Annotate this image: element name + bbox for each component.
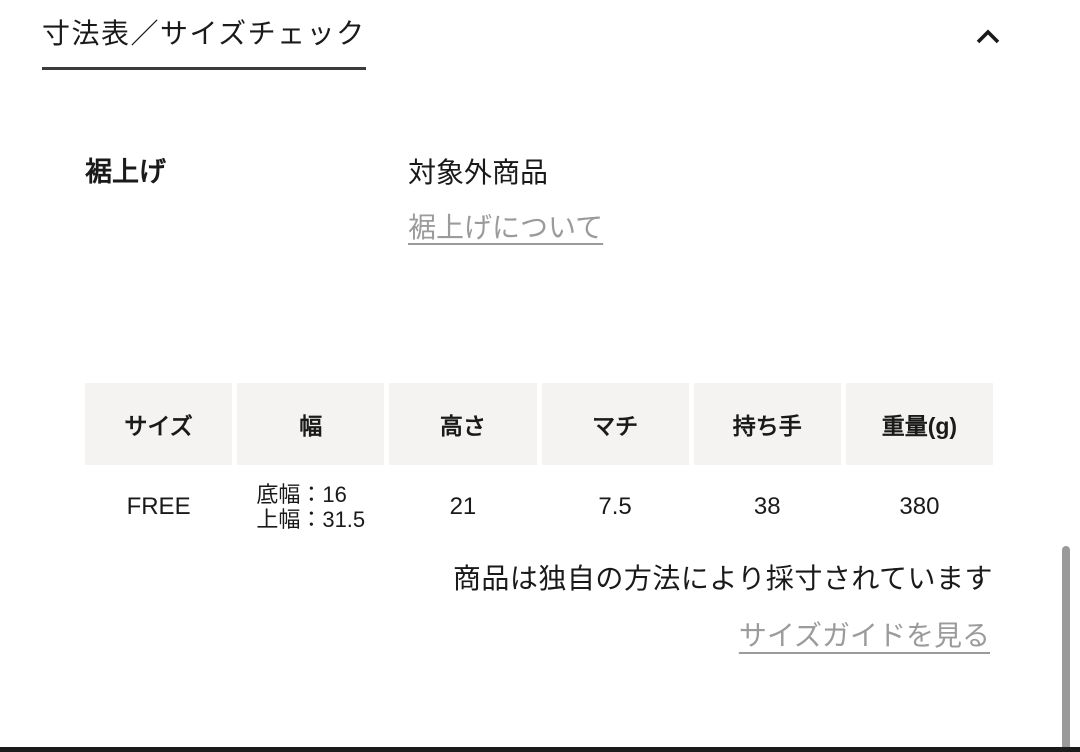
hemming-value: 対象外商品 [408, 157, 549, 188]
collapse-section-button[interactable] [966, 20, 1010, 56]
hemming-row: 裾上げ 対象外商品 裾上げについて [85, 150, 993, 246]
section-header: 寸法表／サイズチェック [42, 12, 1038, 70]
width-detail: 底幅：16 上幅：31.5 [256, 482, 365, 532]
size-table-header-handle: 持ち手 [693, 383, 841, 465]
size-table-header-size: サイズ [85, 383, 233, 465]
hemming-label: 裾上げ [85, 157, 166, 187]
width-top: 上幅：31.5 [256, 507, 366, 532]
hemming-value-block: 対象外商品 裾上げについて [408, 150, 993, 246]
size-table-cell-handle: 38 [693, 465, 841, 549]
chevron-up-icon [970, 26, 1006, 51]
size-table-header-height: 高さ [389, 383, 537, 465]
size-table-header-weight: 重量(g) [845, 383, 993, 465]
width-bottom: 底幅：16 [256, 482, 347, 507]
size-table-cell-gusset: 7.5 [541, 465, 689, 549]
size-table-header-width: 幅 [237, 383, 385, 465]
size-table: サイズ 幅 高さ マチ 持ち手 重量(g) FREE 底幅：16 上幅：31.5… [85, 383, 993, 549]
hemming-about-link[interactable]: 裾上げについて [408, 212, 604, 243]
size-table-cell-height: 21 [389, 465, 537, 549]
bottom-section-edge [0, 747, 1080, 752]
scrollbar-thumb[interactable] [1062, 546, 1070, 752]
size-guide-link[interactable]: サイズガイドを見る [738, 620, 990, 651]
size-table-header-gusset: マチ [541, 383, 689, 465]
measurement-note: 商品は独自の方法により採寸されています [452, 563, 993, 594]
size-table-cell-width: 底幅：16 上幅：31.5 [237, 465, 385, 549]
size-table-cell-weight: 380 [845, 465, 993, 549]
size-table-cell-size: FREE [85, 465, 233, 549]
section-title: 寸法表／サイズチェック [42, 12, 366, 70]
